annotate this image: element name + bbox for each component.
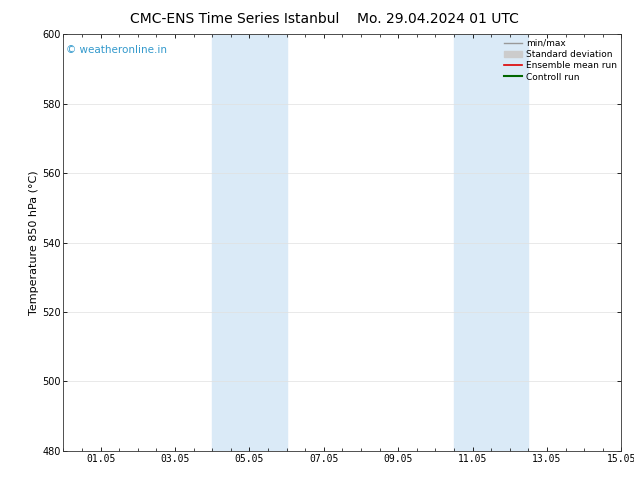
Text: Mo. 29.04.2024 01 UTC: Mo. 29.04.2024 01 UTC (356, 12, 519, 26)
Text: CMC-ENS Time Series Istanbul: CMC-ENS Time Series Istanbul (130, 12, 339, 26)
Legend: min/max, Standard deviation, Ensemble mean run, Controll run: min/max, Standard deviation, Ensemble me… (502, 37, 619, 83)
Bar (454, 34, 528, 451)
Y-axis label: Temperature 850 hPa (°C): Temperature 850 hPa (°C) (29, 170, 39, 315)
Text: © weatheronline.in: © weatheronline.in (66, 45, 167, 55)
Bar (212, 34, 287, 451)
